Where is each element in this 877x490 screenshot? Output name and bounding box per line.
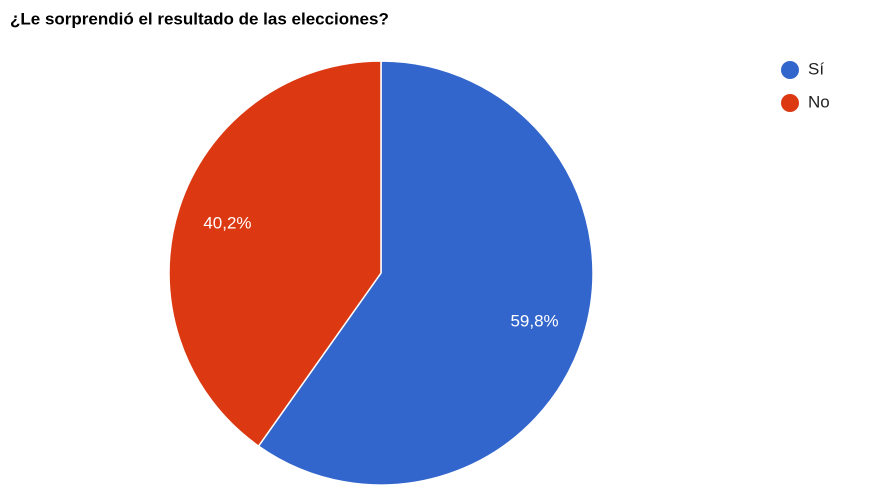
data-label: 40,2%: [203, 214, 251, 233]
legend-label: Sí: [808, 59, 824, 78]
legend-marker: [781, 94, 799, 112]
pie-slice: [168, 60, 382, 448]
pie-slice: [257, 60, 594, 486]
data-label: 59,8%: [510, 311, 558, 330]
legend-marker: [781, 61, 799, 79]
legend-label: No: [808, 92, 830, 111]
chart-title: ¿Le sorprendió el resultado de las elecc…: [10, 9, 389, 28]
